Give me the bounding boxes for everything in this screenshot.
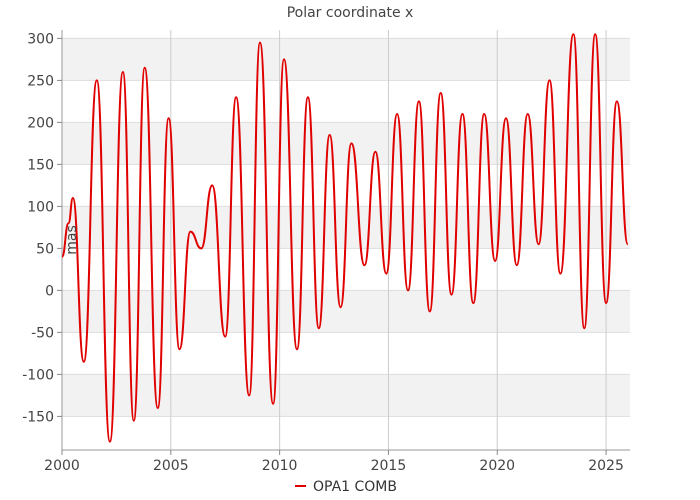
chart-title: Polar coordinate x [287, 5, 414, 21]
x-tick-label: 2025 [588, 458, 624, 474]
y-tick-label: 50 [36, 241, 54, 257]
series-group [61, 33, 629, 443]
y-tick-label: 150 [27, 157, 54, 173]
y-tick-label: -100 [22, 367, 54, 383]
x-tick-label: 2010 [262, 458, 298, 474]
x-tick-label: 2005 [153, 458, 189, 474]
grid-lines [61, 30, 630, 450]
y-tick-label: 0 [45, 283, 54, 299]
x-tick-label: 2015 [371, 458, 407, 474]
y-tick-label: 200 [27, 115, 54, 131]
background-band [62, 290, 630, 333]
x-tick-label: 2000 [44, 458, 80, 474]
x-tick-label: 2020 [479, 458, 515, 474]
y-tick-label: -150 [22, 409, 54, 425]
background-band [62, 38, 630, 81]
background-band [62, 374, 630, 417]
background-band [62, 122, 630, 165]
y-tick-label: 300 [27, 31, 54, 47]
y-tick-label: -50 [31, 325, 54, 341]
y-tick-label: 100 [27, 199, 54, 215]
background-bands [62, 38, 630, 417]
axis-ticks: -150 -100 -50 0 50 100 150 200 250 300 2000 2005 201… [22, 31, 624, 474]
legend-label: OPA1 COMB [313, 479, 397, 495]
y-tick-label: 250 [27, 73, 54, 89]
y-axis-label: mas [64, 225, 80, 255]
legend[interactable]: OPA1 COMB [295, 479, 397, 495]
series-line[interactable] [61, 33, 629, 443]
